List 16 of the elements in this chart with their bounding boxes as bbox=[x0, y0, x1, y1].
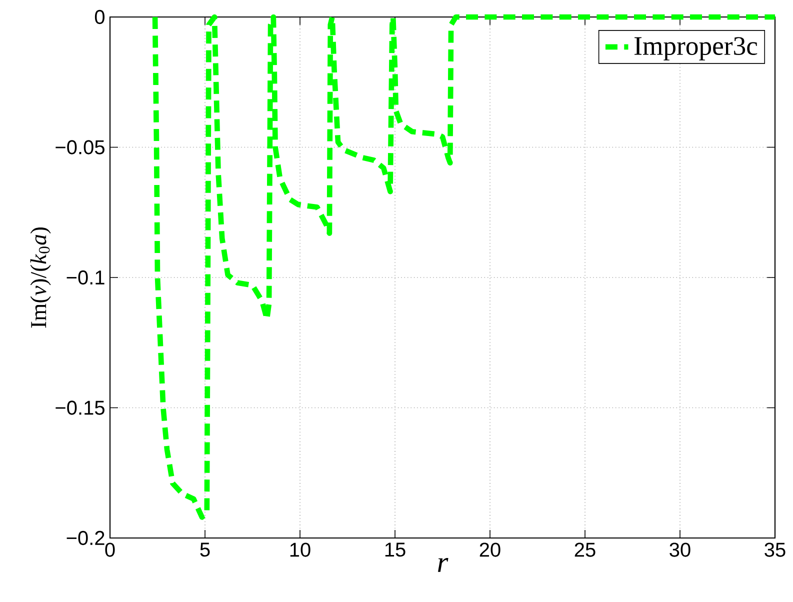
y-tick-label: 0 bbox=[94, 10, 104, 24]
x-tick-label: 5 bbox=[200, 542, 210, 557]
x-tick-label: 35 bbox=[764, 542, 786, 557]
y-tick-label: −0.1 bbox=[66, 270, 104, 285]
x-tick-label: 25 bbox=[574, 542, 596, 557]
x-tick-label: 15 bbox=[385, 542, 406, 557]
y-axis-title: Im(v)/(k$_{0}$a) bbox=[30, 227, 51, 328]
x-axis-title: r bbox=[438, 558, 448, 572]
y-tick-label: −0.15 bbox=[56, 400, 104, 415]
y-tick-label: −0.05 bbox=[56, 140, 104, 154]
x-tick-label: 20 bbox=[480, 542, 500, 557]
x-tick-label: 30 bbox=[670, 542, 690, 557]
y-tick-label: −0.2 bbox=[66, 530, 104, 546]
legend-label: Improper3c bbox=[634, 37, 758, 60]
x-tick-label: 10 bbox=[290, 542, 310, 557]
x-tick-label: 0 bbox=[105, 542, 115, 557]
